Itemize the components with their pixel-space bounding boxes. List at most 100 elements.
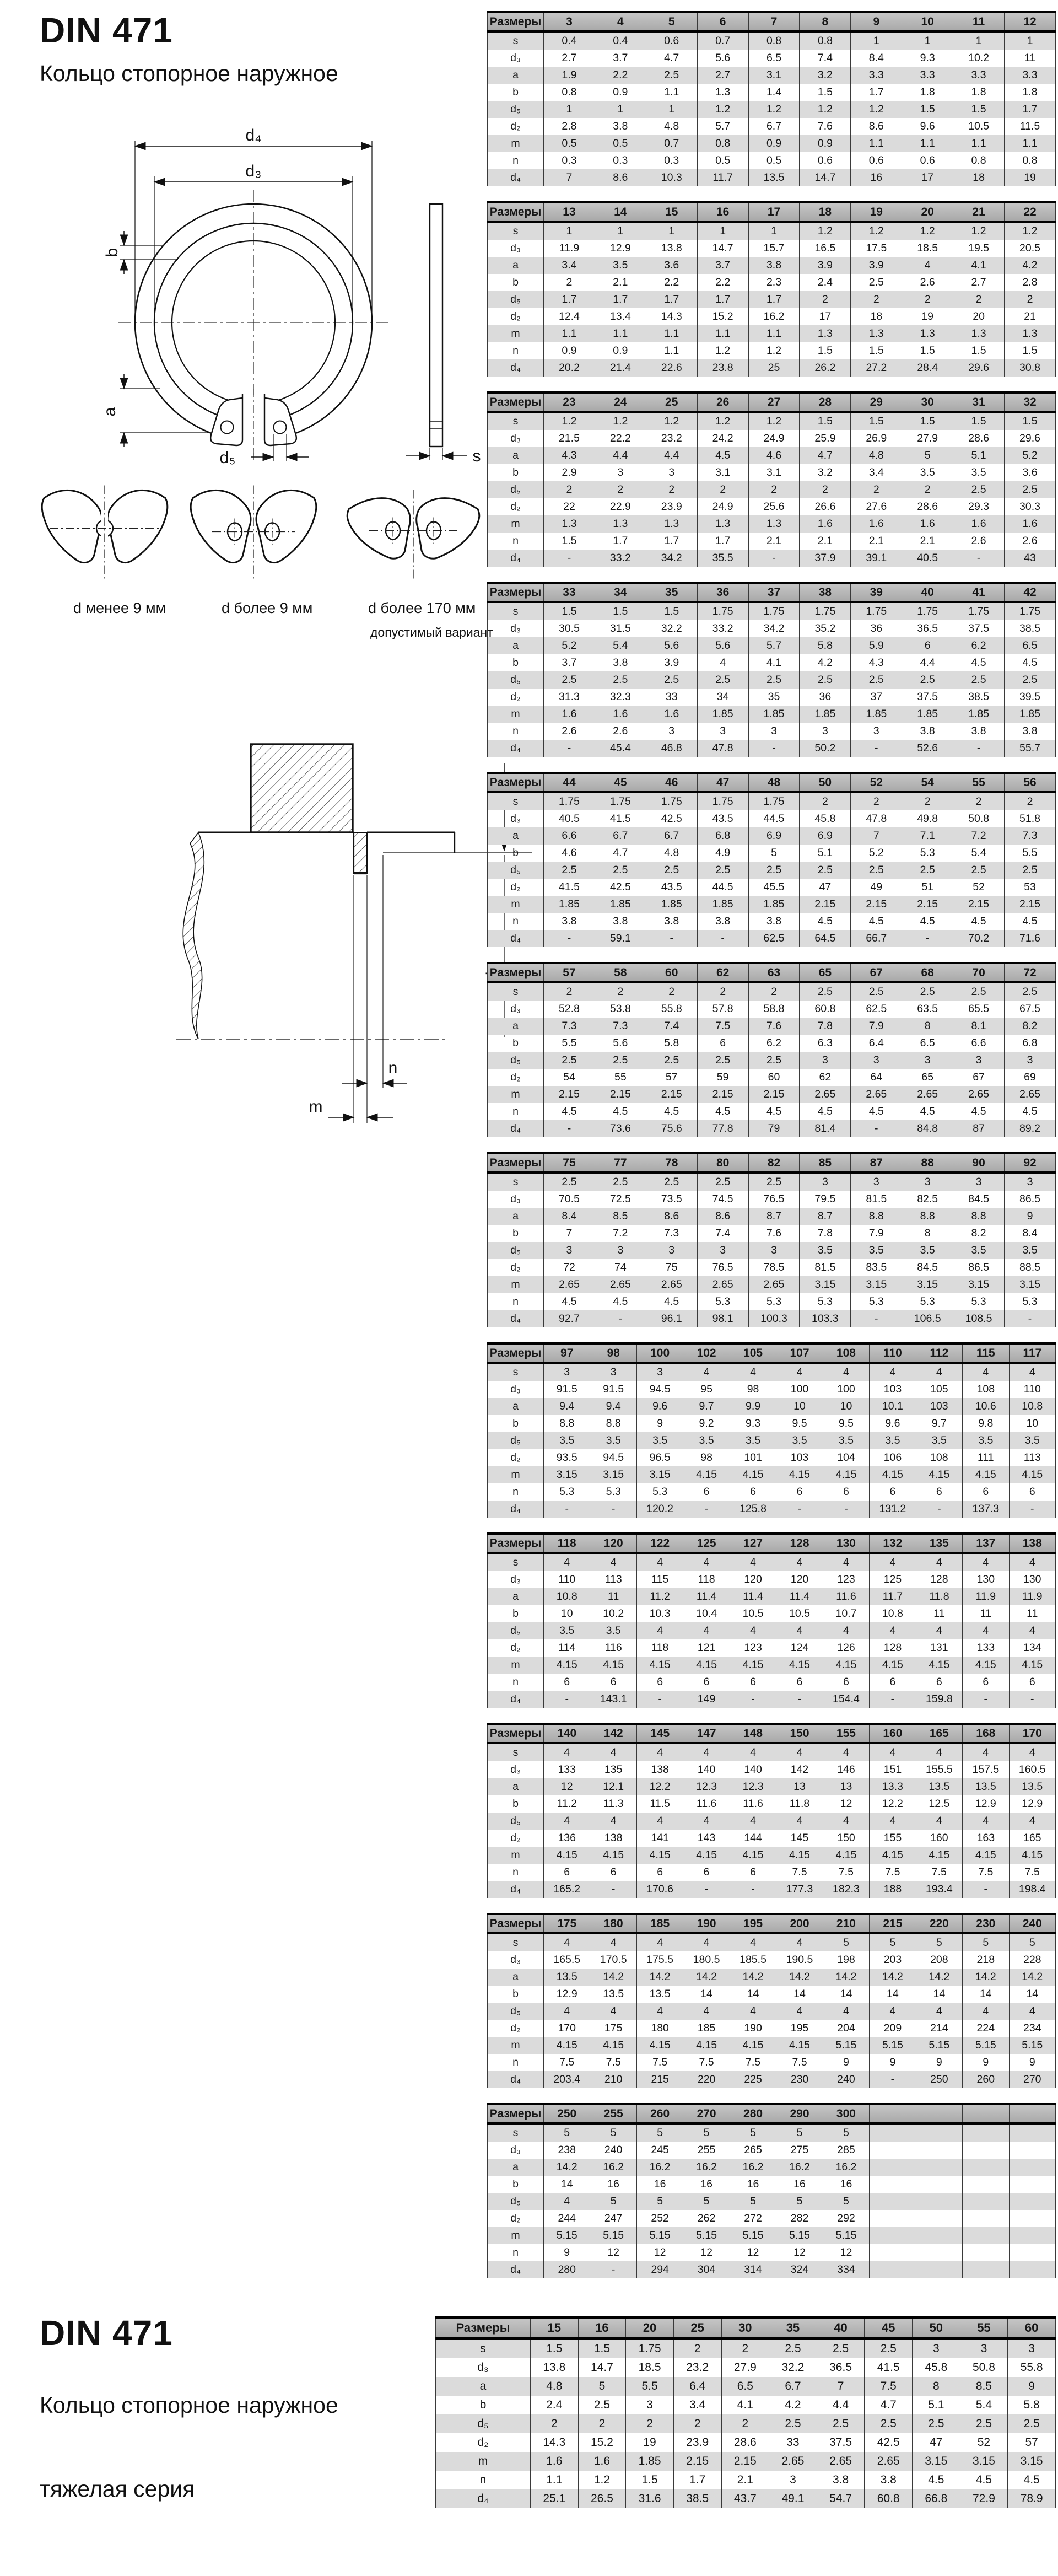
value-cell: 3 bbox=[697, 1242, 749, 1259]
value-cell: 8.8 bbox=[850, 1208, 903, 1225]
value-cell: 2.1 bbox=[799, 533, 851, 550]
size-column-header: 12 bbox=[1004, 11, 1056, 33]
value-cell: 2.5 bbox=[645, 671, 698, 689]
value-cell: 9.9 bbox=[729, 1398, 777, 1415]
value-cell: 4.15 bbox=[1008, 1847, 1056, 1864]
value-cell: 1.3 bbox=[594, 515, 646, 533]
value-cell: 20.5 bbox=[1004, 240, 1056, 257]
value-cell: 16 bbox=[683, 2176, 730, 2193]
value-cell: 2.6 bbox=[1004, 533, 1056, 550]
size-column-header: 80 bbox=[697, 1152, 749, 1174]
value-cell: 47.8 bbox=[850, 810, 903, 827]
value-cell: 2.65 bbox=[799, 1086, 851, 1103]
value-cell: 3.8 bbox=[864, 2471, 913, 2489]
value-cell: 2.5 bbox=[1004, 671, 1056, 689]
value-cell: 4 bbox=[1008, 1622, 1056, 1639]
size-column-header: 120 bbox=[590, 1532, 637, 1554]
value-cell: 98 bbox=[729, 1381, 777, 1398]
value-cell: 3.8 bbox=[645, 913, 698, 930]
value-cell: 10.8 bbox=[1008, 1398, 1056, 1415]
value-cell: 182.3 bbox=[822, 1881, 870, 1898]
table-corner-label: Размеры bbox=[487, 1913, 544, 1934]
value-cell: 4 bbox=[776, 1743, 823, 1761]
value-cell: 198 bbox=[822, 1951, 870, 1969]
value-cell: 2.5 bbox=[697, 1173, 749, 1191]
value-cell: 22.2 bbox=[594, 430, 646, 447]
value-cell: 84.5 bbox=[902, 1259, 954, 1276]
value-cell: 47.8 bbox=[697, 740, 749, 757]
value-cell: 220 bbox=[683, 2071, 730, 2088]
sketch-d-more-9 bbox=[190, 485, 317, 579]
value-cell: 2.5 bbox=[953, 671, 1005, 689]
value-cell: 10 bbox=[1008, 1415, 1056, 1432]
value-cell: 2.65 bbox=[769, 2452, 817, 2471]
dimension-row-m: m 4.15 4.15 4.15 4.15 4.15 4.15 4.15 4.15 4.15 4.1… bbox=[487, 1657, 1056, 1674]
table-corner-label: Размеры bbox=[487, 582, 544, 603]
value-cell bbox=[1008, 2210, 1056, 2227]
value-cell: 9 bbox=[1008, 2054, 1056, 2071]
value-cell: 3 bbox=[850, 1052, 903, 1069]
value-cell bbox=[869, 2123, 916, 2142]
value-cell: 78.9 bbox=[1007, 2489, 1056, 2508]
value-cell: 3.15 bbox=[902, 1276, 954, 1293]
value-cell: 6 bbox=[636, 1674, 684, 1691]
value-cell: 6.9 bbox=[799, 827, 851, 845]
value-cell: 6 bbox=[776, 1483, 823, 1501]
size-column-header: 31 bbox=[953, 391, 1005, 413]
value-cell: 4.5 bbox=[594, 1103, 646, 1120]
value-cell: 4 bbox=[776, 1933, 823, 1951]
value-cell: 49.1 bbox=[769, 2489, 817, 2508]
dimension-row-n: n 3.8 3.8 3.8 3.8 3.8 4.5 4.5 4.5 4.5 4.5 bbox=[487, 913, 1056, 930]
value-cell: 3.15 bbox=[1007, 2452, 1056, 2471]
value-cell: 66.7 bbox=[850, 930, 903, 947]
value-cell: 285 bbox=[822, 2142, 870, 2159]
value-cell: 3.2 bbox=[799, 464, 851, 481]
value-cell: 3.8 bbox=[748, 913, 800, 930]
value-cell: 1 bbox=[850, 31, 903, 50]
value-cell: 83.5 bbox=[850, 1259, 903, 1276]
table-corner-label: Размеры bbox=[487, 11, 544, 33]
size-column-header: 77 bbox=[594, 1152, 646, 1174]
value-cell: 2.5 bbox=[594, 1173, 646, 1191]
dimension-row-n: n 4.5 4.5 4.5 5.3 5.3 5.3 5.3 5.3 5.3 5.3 bbox=[487, 1293, 1056, 1310]
value-cell: 8.6 bbox=[697, 1208, 749, 1225]
value-cell: 3 bbox=[697, 723, 749, 740]
value-cell: 3.4 bbox=[673, 2396, 722, 2414]
value-cell: 4.15 bbox=[915, 1847, 963, 1864]
value-cell: 62.5 bbox=[748, 930, 800, 947]
value-cell: 11.6 bbox=[683, 1795, 730, 1813]
size-column-header: 138 bbox=[1008, 1532, 1056, 1554]
value-cell: - bbox=[1004, 1310, 1056, 1327]
footer-subtitle: Кольцо стопорное наружное bbox=[40, 2392, 338, 2418]
value-cell: 39.5 bbox=[1004, 689, 1056, 706]
dimension-row-d2: d₂ 114 116 118 121 123 124 126 128 131 133 134 bbox=[487, 1639, 1056, 1657]
value-cell: 133 bbox=[543, 1761, 591, 1778]
value-cell: 3 bbox=[1004, 1052, 1056, 1069]
value-cell: 6.6 bbox=[953, 1035, 1005, 1052]
value-cell: 170.6 bbox=[636, 1881, 684, 1898]
value-cell: 7.6 bbox=[799, 118, 851, 135]
sketch-caption-note: допустимый вариант bbox=[370, 625, 493, 639]
value-cell: 1.2 bbox=[953, 222, 1005, 240]
value-cell: 146 bbox=[822, 1761, 870, 1778]
size-column-header: 98 bbox=[590, 1342, 637, 1364]
value-cell: 2.15 bbox=[748, 1086, 800, 1103]
value-cell: 7.3 bbox=[1004, 827, 1056, 845]
size-column-header: 30 bbox=[902, 391, 954, 413]
sketch-caption-1: d менее 9 мм bbox=[73, 600, 166, 616]
value-cell: 4 bbox=[915, 1363, 963, 1381]
value-cell: 4.2 bbox=[769, 2396, 817, 2414]
value-cell: 0.9 bbox=[543, 342, 595, 359]
value-cell: 144 bbox=[729, 1830, 777, 1847]
value-cell: 0.8 bbox=[1004, 152, 1056, 169]
size-column-header: 42 bbox=[1004, 582, 1056, 603]
value-cell: 28.6 bbox=[721, 2433, 770, 2452]
value-cell: 2.5 bbox=[799, 982, 851, 1001]
page-title: DIN 471 bbox=[40, 10, 173, 50]
value-cell: 2 bbox=[902, 291, 954, 308]
value-cell: 5.15 bbox=[915, 2037, 963, 2054]
value-cell: 1.7 bbox=[645, 533, 698, 550]
dimension-row-s: s 1.5 1.5 1.75 2 2 2.5 2.5 2.5 3 3 3 bbox=[435, 2338, 1056, 2358]
value-cell: 13.8 bbox=[645, 240, 698, 257]
size-column-header bbox=[869, 2103, 916, 2125]
